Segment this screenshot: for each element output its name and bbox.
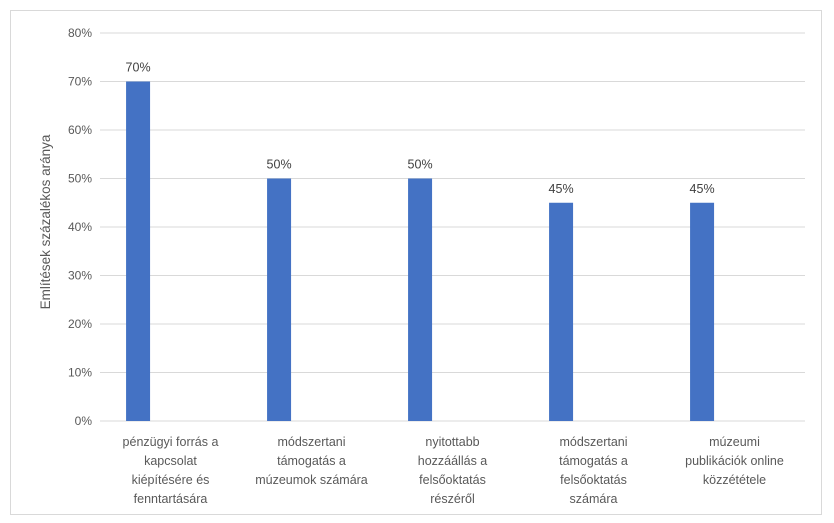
data-label: 70% [126,61,151,75]
gridlines [100,32,805,422]
y-axis-title: Említések százalékos aránya [38,134,53,309]
x-category-label: számára [570,492,618,506]
data-label: 45% [549,182,574,196]
bars [126,81,715,421]
y-tick-label: 40% [68,220,92,234]
x-category-label: nyitottabb [425,435,479,449]
y-tick-label: 60% [68,123,92,137]
bar [549,202,574,421]
x-category-label: kapcsolat [144,454,197,468]
x-category-label: részéről [430,492,474,506]
x-category-label: felsőoktatás [419,473,486,487]
bar [408,178,433,421]
y-tick-label: 20% [68,317,92,331]
x-axis-categories: pénzügyi forrás a kapcsolat kiépítésére és… [123,435,784,506]
bar [267,178,292,421]
x-category-label: kiépítésére és [132,473,210,487]
x-category-label: fenntartására [134,492,208,506]
x-category-label: hozzáállás a [418,454,488,468]
x-category-label: pénzügyi forrás a [123,435,219,449]
x-category-label: múzeumi [709,435,760,449]
data-label: 50% [408,158,433,172]
x-category-label: támogatás a [559,454,628,468]
bar [126,81,151,421]
bar [690,202,715,421]
x-category-label: felsőoktatás [560,473,627,487]
x-category-label: közzététele [703,473,766,487]
y-tick-label: 30% [68,269,92,283]
data-labels: 70% 50% 50% 45% 45% [126,61,715,196]
y-axis-ticks: 0% 10% 20% 30% 40% 50% 60% 70% 80% [68,26,92,428]
data-label: 45% [690,182,715,196]
y-tick-label: 80% [68,26,92,40]
y-tick-label: 0% [75,414,93,428]
y-tick-label: 10% [68,366,92,380]
x-category-label: módszertani [277,435,345,449]
x-category-label: múzeumok számára [255,473,368,487]
y-tick-label: 50% [68,172,92,186]
x-category-label: támogatás a [277,454,346,468]
y-tick-label: 70% [68,75,92,89]
x-category-label: módszertani [559,435,627,449]
x-category-label: publikációk online [685,454,784,468]
data-label: 50% [267,158,292,172]
